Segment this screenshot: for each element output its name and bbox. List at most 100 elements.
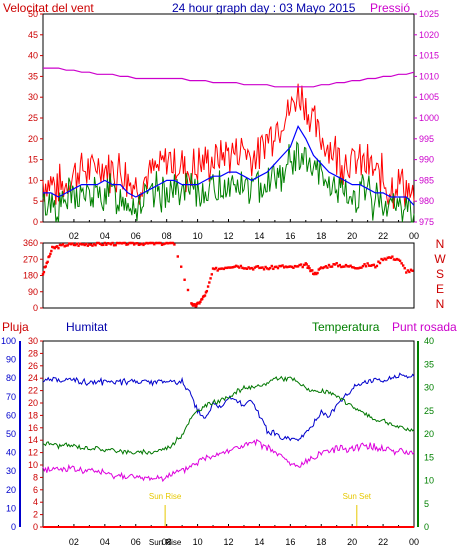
direction-point	[296, 265, 300, 268]
direction-point	[61, 243, 65, 246]
direction-point	[255, 265, 258, 268]
direction-point	[380, 257, 383, 261]
humidity-xtick-label: 06	[131, 537, 141, 547]
direction-point	[209, 277, 212, 280]
direction-point	[411, 269, 414, 272]
direction-point	[111, 241, 114, 245]
direction-point	[340, 265, 343, 269]
pressure-ytick-label: 1025	[419, 9, 439, 19]
direction-point	[250, 266, 253, 270]
direction-point	[303, 263, 306, 267]
wind-xtick-label: 20	[347, 231, 357, 241]
wind-average-line	[43, 124, 415, 206]
humidity-xtick-label: 00	[409, 537, 419, 547]
wind-xtick-label: 14	[254, 231, 264, 241]
direction-point	[146, 242, 150, 245]
rain-ytick-label: 2	[33, 510, 38, 520]
direction-ytick-label: 180	[23, 271, 38, 281]
direction-point	[57, 246, 60, 250]
direction-point	[199, 300, 202, 304]
direction-point	[125, 243, 128, 246]
direction-point	[374, 266, 377, 269]
direction-point	[64, 244, 68, 247]
direction-point	[126, 243, 130, 246]
wind-xtick-label: 16	[285, 231, 295, 241]
direction-point	[324, 265, 328, 268]
humidity-xtick-label: 20	[347, 537, 357, 547]
graph-title: 24 hour graph day : 03 Mayo 2015	[172, 1, 356, 15]
wind-gust-line	[42, 83, 415, 209]
direction-point	[153, 243, 156, 246]
humidity-ytick-label: 50	[6, 429, 16, 439]
wind-ytick-label: 30	[28, 92, 38, 102]
wind-ytick-label: 35	[28, 71, 38, 81]
direction-point	[350, 265, 354, 269]
compass-label: N	[436, 297, 445, 311]
direction-point	[176, 255, 179, 258]
direction-point	[224, 266, 227, 270]
direction-point	[289, 265, 292, 268]
direction-point	[253, 266, 256, 269]
pressure-ytick-label: 1005	[419, 92, 439, 102]
direction-point	[358, 266, 362, 269]
humidity-ytick-label: 90	[6, 355, 16, 365]
dew-point-legend: Punt rosada	[392, 320, 457, 334]
rain-ytick-label: 16	[28, 423, 38, 433]
direction-point	[49, 252, 52, 256]
rain-legend: Pluja	[2, 320, 29, 334]
direction-point	[301, 265, 304, 269]
humidity-xtick-label: 18	[316, 537, 326, 547]
direction-point	[292, 266, 295, 270]
direction-point	[392, 258, 396, 261]
direction-point	[170, 241, 173, 245]
direction-plot-area	[42, 242, 415, 309]
direction-point	[391, 255, 394, 258]
direction-point	[397, 258, 400, 261]
direction-point	[236, 265, 239, 268]
direction-point	[225, 266, 229, 270]
direction-point	[389, 256, 393, 260]
direction-point	[136, 242, 139, 245]
direction-point	[159, 241, 162, 245]
direction-point	[384, 258, 388, 261]
direction-point	[264, 265, 267, 269]
direction-point	[343, 265, 346, 268]
direction-point	[100, 243, 103, 247]
humidity-xtick-label: 04	[100, 537, 110, 547]
wind-ytick-label: 45	[28, 30, 38, 40]
direction-point	[108, 242, 111, 245]
direction-point	[150, 241, 153, 245]
wind-ytick-label: 0	[33, 217, 38, 227]
direction-point	[371, 264, 374, 267]
direction-point	[241, 266, 244, 270]
wind-xtick-label: 10	[193, 231, 203, 241]
wind-ytick-label: 10	[28, 175, 38, 185]
direction-point	[195, 304, 198, 308]
temperature-ytick-label: 10	[424, 476, 434, 486]
direction-point	[287, 265, 290, 268]
direction-point	[273, 265, 277, 269]
temperature-ytick-label: 30	[424, 383, 434, 393]
direction-point	[156, 241, 159, 245]
direction-point	[140, 242, 144, 245]
humidity-ytick-label: 40	[6, 448, 16, 458]
humidity-xtick-label: 14	[254, 537, 264, 547]
pressure-ytick-label: 1010	[419, 71, 439, 81]
direction-point	[244, 267, 247, 270]
direction-point	[394, 258, 397, 261]
direction-point	[222, 267, 226, 271]
direction-point	[290, 265, 294, 269]
wind-speed-line	[42, 140, 415, 223]
direction-point	[247, 266, 250, 269]
direction-point	[406, 269, 410, 272]
direction-point	[366, 262, 369, 265]
direction-point	[119, 241, 122, 245]
direction-point	[154, 241, 158, 245]
rain-ytick-label: 30	[28, 336, 38, 346]
direction-point	[173, 243, 176, 246]
direction-point	[131, 241, 134, 245]
direction-point	[106, 242, 110, 245]
wind-xtick-label: 00	[409, 231, 419, 241]
direction-point	[335, 262, 338, 265]
